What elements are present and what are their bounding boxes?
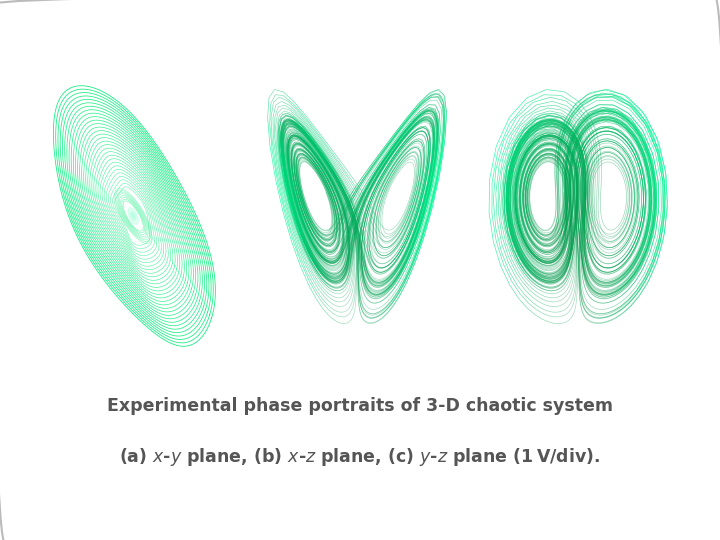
Text: Experimental phase portraits of 3-D chaotic system: Experimental phase portraits of 3-D chao… xyxy=(107,397,613,415)
Polygon shape xyxy=(128,207,138,225)
Text: (a) $x$-$y$ plane, (b) $x$-$z$ plane, (c) $y$-$z$ plane (1 V/div).: (a) $x$-$y$ plane, (b) $x$-$z$ plane, (c… xyxy=(120,446,600,468)
Polygon shape xyxy=(132,214,135,218)
Polygon shape xyxy=(130,212,136,220)
